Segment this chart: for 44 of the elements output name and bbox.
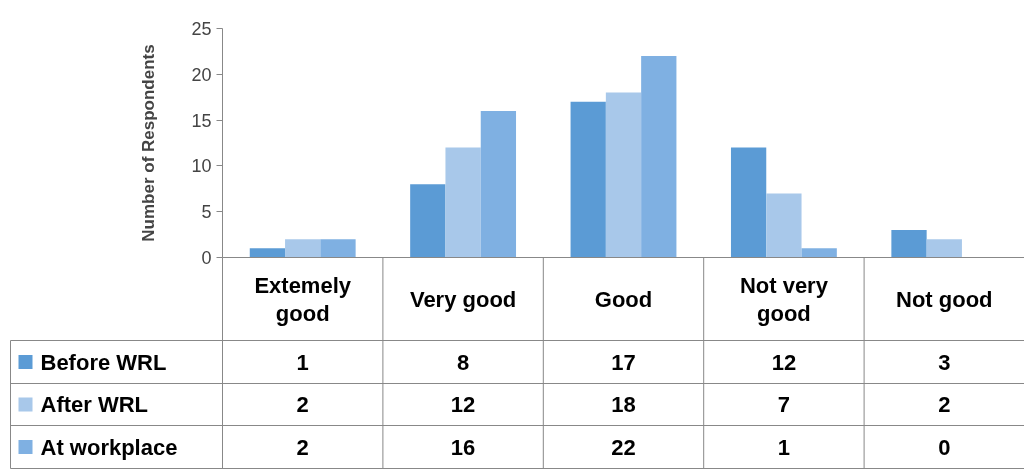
data-label: 12 <box>771 349 797 375</box>
bar <box>410 184 446 258</box>
bar <box>445 147 481 258</box>
bar <box>285 239 321 258</box>
data-label: 2 <box>938 392 951 417</box>
bar <box>926 239 962 258</box>
y-tick-label: 0 <box>201 248 212 268</box>
bar <box>891 230 927 258</box>
bar <box>320 239 356 258</box>
bar <box>570 101 606 258</box>
bar <box>605 92 642 258</box>
bar <box>766 193 802 258</box>
y-tick-label: 5 <box>201 202 212 223</box>
data-label: 17 <box>611 349 636 375</box>
y-tick-label: 25 <box>191 19 212 39</box>
data-label: 0 <box>938 434 951 460</box>
legend-label: Before WRL <box>40 349 167 375</box>
y-tick-label: 20 <box>191 64 212 85</box>
data-label: 16 <box>450 434 476 460</box>
data-label: 2 <box>296 434 309 460</box>
data-label: 8 <box>456 349 470 375</box>
legend-label: At workplace <box>40 434 178 460</box>
data-label: 12 <box>450 392 476 417</box>
x-tick-label: Not good <box>896 286 993 312</box>
data-label: 18 <box>611 392 636 417</box>
data-label: 7 <box>777 392 791 417</box>
legend-label: After WRL <box>40 392 149 417</box>
bar <box>730 147 767 258</box>
x-tick-label: Extemely good <box>254 272 352 326</box>
y-tick-label: 10 <box>191 156 212 177</box>
x-tick-label: Very good <box>409 286 517 312</box>
data-label: 2 <box>296 392 309 417</box>
bar <box>480 110 517 258</box>
data-label: 3 <box>938 349 951 375</box>
data-label: 1 <box>777 434 791 460</box>
bar <box>641 55 677 258</box>
y-axis-title: Number of Respondents <box>139 44 159 242</box>
x-tick-label: Not very good <box>739 272 829 326</box>
data-label: 1 <box>296 349 309 375</box>
y-tick-label: 15 <box>191 110 212 131</box>
bar <box>249 248 286 258</box>
bar <box>801 248 837 258</box>
data-label: 22 <box>611 434 636 460</box>
x-tick-label: Good <box>594 286 653 312</box>
